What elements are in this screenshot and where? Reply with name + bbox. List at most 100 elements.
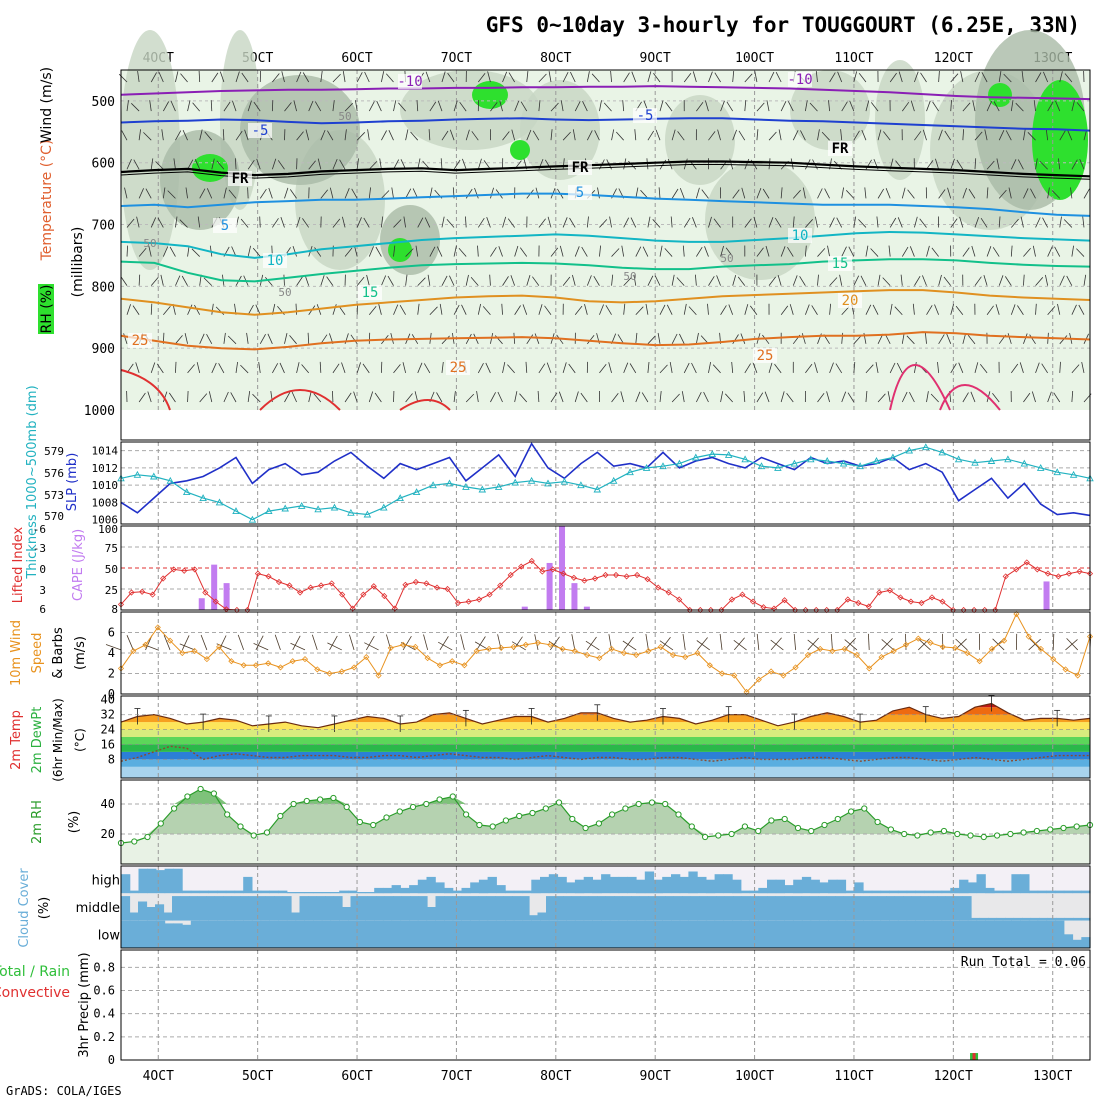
wind-barb [368, 161, 378, 170]
wind-barb [1015, 102, 1024, 112]
cloud-bar [401, 896, 411, 921]
wind-barb [368, 187, 371, 199]
thickness-marker [905, 446, 914, 454]
wind-barb [253, 643, 269, 651]
thickness-marker [215, 498, 224, 506]
wind-speed-marker [179, 649, 186, 657]
wind-barb [181, 275, 188, 286]
wind-barb [611, 274, 614, 286]
wind-barb [436, 392, 443, 403]
wind-barb [756, 102, 765, 112]
rh-marker [582, 824, 589, 832]
wind-barb [692, 217, 697, 228]
wind-barb [353, 391, 358, 403]
wind-barb [877, 274, 881, 286]
temp-band [121, 737, 1090, 745]
wind-barb [308, 100, 314, 112]
thickness-marker [609, 476, 618, 484]
wind-barb [841, 391, 847, 403]
wind-barb [320, 129, 326, 141]
thickness-marker [839, 459, 848, 467]
wind-barb [218, 363, 225, 374]
cloud-bar [880, 920, 890, 948]
wind-barb [926, 305, 933, 315]
wind-barb [1063, 219, 1073, 228]
wind-barb [405, 274, 408, 286]
isotherm-label: 15 [362, 285, 379, 301]
wind-barb [968, 188, 976, 199]
cloud-bar [234, 920, 244, 948]
isotherm-line [120, 160, 1091, 178]
wind-barb [138, 392, 146, 403]
cloud-bar [950, 887, 960, 894]
y-axis-label-thickness: Thickness 1000~500mb (dm) [25, 385, 40, 579]
panel-frame [120, 779, 1091, 865]
rh-marker [927, 829, 934, 836]
y-axis-label-cloud: Cloud Cover [17, 868, 32, 948]
thickness-marker [724, 450, 733, 458]
wind-barb [1065, 639, 1078, 651]
wind-barb [268, 187, 273, 199]
rh-marker [131, 838, 138, 845]
wind-speed-marker [1050, 656, 1057, 663]
rh-contour-label: 50 [338, 110, 351, 123]
wind-barb [877, 129, 882, 141]
wind-barb [558, 391, 564, 403]
wind-barb [599, 100, 602, 112]
wind-barb [1033, 100, 1036, 112]
wind-barb [441, 71, 446, 83]
cloud-bar [889, 890, 899, 894]
cloud-bar [705, 879, 716, 894]
cloud-bar [941, 890, 951, 894]
rh-marker [595, 820, 603, 827]
rh-marker [502, 817, 509, 824]
wind-barb [415, 245, 419, 257]
wind-barb [308, 160, 316, 170]
wind-barb [381, 130, 387, 141]
temp-bands [121, 703, 1090, 778]
wind-barb [1059, 71, 1063, 83]
wind-barb [490, 392, 496, 403]
wind-barb [585, 640, 600, 651]
wind-barb [1054, 246, 1061, 257]
lifted-index-marker [1065, 570, 1072, 577]
cloud-bar [537, 912, 547, 921]
rh-marker [555, 799, 563, 806]
wind-barb [877, 393, 886, 403]
wind-barb [349, 634, 355, 651]
wind-barb [292, 635, 301, 651]
wind-speed-marker [203, 656, 210, 663]
rh-marker [622, 805, 629, 812]
wind-barb [765, 245, 770, 257]
wind-barb [780, 305, 789, 315]
cloud-bar [513, 920, 524, 948]
wind-barb [497, 634, 502, 651]
wind-speed-marker [277, 664, 284, 671]
wind-barb [417, 277, 426, 286]
wind-barb [206, 334, 213, 345]
cloud-bar [889, 920, 899, 948]
wind-barb [519, 393, 528, 403]
wind-barb [211, 362, 217, 374]
wind-barb [344, 247, 353, 257]
wind-barb [635, 306, 644, 316]
wind-barb [161, 129, 164, 141]
y-tick-label: 2 [108, 667, 115, 681]
wind-barb [187, 159, 194, 170]
wind-barb [853, 361, 856, 373]
cloud-bar [574, 879, 585, 894]
cloud-bar [138, 868, 148, 894]
cloud-bar [845, 890, 855, 894]
y-axis-label-unit: (%) [67, 811, 82, 834]
temp-band [121, 766, 1090, 778]
lifted-index-marker [191, 566, 198, 573]
wind-barb [827, 245, 831, 257]
lifted-index-marker [1013, 566, 1020, 573]
cloud-bar [601, 920, 611, 948]
wind-barb [633, 274, 637, 286]
cloud-bar [784, 885, 794, 894]
cloud-bar [1072, 890, 1082, 894]
thickness-marker [133, 470, 142, 478]
cloud-bar [758, 920, 768, 948]
wind-barb [211, 303, 214, 315]
